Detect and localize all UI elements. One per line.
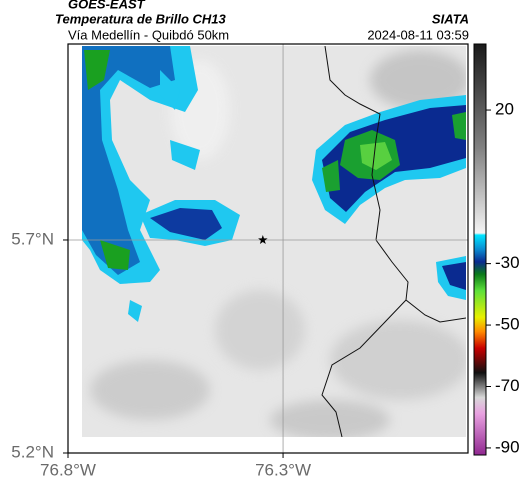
x-tick-label: 76.3°W [255, 460, 311, 479]
x-tick-label: 76.8°W [40, 460, 96, 479]
timestamp: 2024-08-11 03:59 [367, 27, 469, 42]
source: SIATA [432, 11, 469, 26]
satellite: GOES-EAST [68, 0, 146, 11]
location-marker [258, 235, 268, 244]
subtitle: Vía Medellín - Quibdó 50km [68, 27, 229, 42]
colorbar [473, 43, 487, 456]
y-tick-label: 5.7°N [11, 229, 54, 248]
y-tick-label: 5.2°N [11, 442, 54, 461]
colorbar-tick-label: -30 [495, 253, 520, 272]
colorbar-tick-label: -70 [495, 376, 520, 395]
satellite-image [82, 46, 466, 437]
map-frame [67, 43, 469, 454]
title: Temperatura de Brillo CH13 [55, 11, 227, 26]
colorbar-tick-label: 20 [495, 100, 514, 119]
colorbar-tick-label: -50 [495, 315, 520, 334]
colorbar-tick-label: -90 [495, 437, 520, 456]
